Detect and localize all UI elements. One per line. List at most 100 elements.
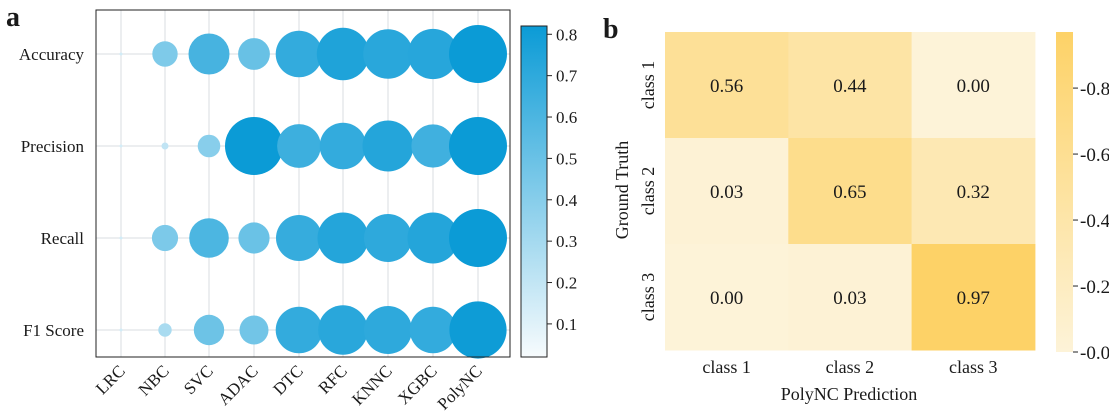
- heatmap-value-label: 0.65: [833, 182, 866, 203]
- colorbar-a-tick-label: 0.5: [556, 149, 577, 168]
- bubble: [193, 314, 225, 346]
- model-label: ADAC: [214, 361, 261, 408]
- heatmap-value-label: 0.03: [833, 288, 866, 309]
- bubble: [362, 120, 414, 172]
- colorbar-a-tick-label: 0.3: [556, 232, 577, 251]
- bubble: [275, 306, 323, 354]
- bubble-marks: [119, 25, 507, 359]
- heatmap-cell: [788, 244, 913, 351]
- heatmap-cells: [665, 32, 1036, 351]
- heatmap-cell: [665, 32, 789, 139]
- colorbar-b-ticks: -0.0 -0.2 -0.4 -0.6 -0.8: [1073, 79, 1109, 364]
- model-label: SVC: [180, 361, 217, 398]
- colorbar-b-tick-label: -0.0: [1080, 343, 1109, 364]
- model-label: NBC: [135, 361, 173, 399]
- y-axis-title: Ground Truth: [612, 141, 632, 240]
- heatmap-value-label: 0.03: [710, 182, 743, 203]
- colorbar-b-tick-label: -0.8: [1080, 79, 1109, 100]
- heatmap-value-label: 0.44: [833, 76, 867, 97]
- heatmap-y-tick-labels: class 1 class 2 class 3: [638, 61, 658, 322]
- heatmap-cell: [911, 138, 1036, 245]
- heatmap-cell: [788, 32, 913, 139]
- bubble: [407, 28, 459, 80]
- heatmap-x-tick-label: class 2: [826, 357, 875, 377]
- bubble: [119, 144, 123, 148]
- heatmap-value-label: 0.97: [957, 288, 990, 309]
- metric-label: Recall: [41, 229, 85, 248]
- bubble: [161, 142, 169, 150]
- heatmap-y-tick-label: class 2: [638, 167, 658, 216]
- bubble: [364, 214, 412, 262]
- model-label: LRC: [92, 361, 129, 398]
- bubble: [189, 218, 229, 258]
- heatmap-cell: [788, 138, 913, 245]
- bubble-plot-frame: [95, 9, 511, 358]
- bubble-chart-panel: Accuracy Precision Recall F1 Score LRC NBC SV…: [19, 9, 578, 414]
- bubble: [318, 305, 368, 355]
- bubble: [238, 38, 270, 70]
- heatmap-panel: 0.56 0.44 0.00 0.03 0.65 0.32 0.00 0.03 0.97 cla…: [612, 32, 1109, 404]
- bubble: [197, 134, 221, 158]
- metric-labels: Accuracy Precision Recall F1 Score: [19, 45, 85, 340]
- bubble: [317, 212, 369, 264]
- colorbar-b-tick-label: -0.4: [1080, 211, 1109, 232]
- bubble: [276, 215, 322, 261]
- bubble: [119, 236, 123, 240]
- metric-label: Precision: [21, 137, 85, 156]
- bubble: [277, 124, 321, 168]
- bubble: [449, 117, 507, 175]
- metric-label: F1 Score: [23, 321, 84, 340]
- bubble: [119, 52, 123, 56]
- heatmap-x-tick-labels: class 1 class 2 class 3: [702, 357, 997, 377]
- bubble: [411, 124, 455, 168]
- model-label: PolyNC: [434, 361, 486, 413]
- bubble: [449, 25, 507, 83]
- bubble: [316, 27, 370, 81]
- bubble: [239, 315, 269, 345]
- heatmap-cell: [911, 32, 1036, 139]
- heatmap-annotations: 0.56 0.44 0.00 0.03 0.65 0.32 0.00 0.03 0.97: [710, 76, 990, 309]
- colorbar-a-tick-label: 0.2: [556, 274, 577, 293]
- heatmap-cell: [911, 244, 1036, 351]
- bubble: [449, 209, 507, 267]
- colorbar-a-tick-label: 0.4: [556, 191, 578, 210]
- model-label: KNNC: [348, 361, 395, 408]
- colorbar-a-tick-label: 0.6: [556, 108, 577, 127]
- bubble: [409, 306, 457, 354]
- model-label: RFC: [315, 361, 351, 397]
- x-axis-title: PolyNC Prediction: [781, 384, 918, 404]
- bubble: [188, 33, 230, 75]
- bubble: [151, 224, 179, 252]
- heatmap-value-label: 0.00: [957, 76, 990, 97]
- panel-label-a: a: [6, 2, 20, 33]
- colorbar-b: [1056, 32, 1073, 352]
- colorbar-a-tick-label: 0.8: [556, 25, 577, 44]
- heatmap-x-tick-label: class 1: [702, 357, 751, 377]
- colorbar-b-tick-label: -0.2: [1080, 277, 1109, 298]
- heatmap-value-label: 0.56: [710, 76, 743, 97]
- colorbar-b-tick-label: -0.6: [1080, 145, 1109, 166]
- bubble: [407, 212, 459, 264]
- heatmap-y-tick-label: class 3: [638, 273, 658, 322]
- heatmap-cell: [665, 138, 789, 245]
- heatmap-value-label: 0.32: [957, 182, 990, 203]
- bubble: [238, 222, 270, 254]
- heatmap-y-tick-label: class 1: [638, 61, 658, 110]
- bubble: [364, 306, 412, 354]
- bubble: [275, 30, 323, 78]
- bubble: [119, 328, 123, 332]
- model-label: DTC: [269, 361, 306, 398]
- bubble: [225, 117, 283, 175]
- heatmap-value-label: 0.00: [710, 288, 743, 309]
- colorbar-a-tick-label: 0.1: [556, 315, 577, 334]
- metric-label: Accuracy: [19, 45, 85, 64]
- bubble: [152, 41, 178, 67]
- panel-label-b: b: [603, 14, 619, 45]
- bubble: [363, 29, 413, 79]
- bubble: [158, 323, 172, 337]
- heatmap-x-tick-label: class 3: [949, 357, 998, 377]
- bubble: [319, 122, 367, 170]
- colorbar-a: [520, 25, 548, 358]
